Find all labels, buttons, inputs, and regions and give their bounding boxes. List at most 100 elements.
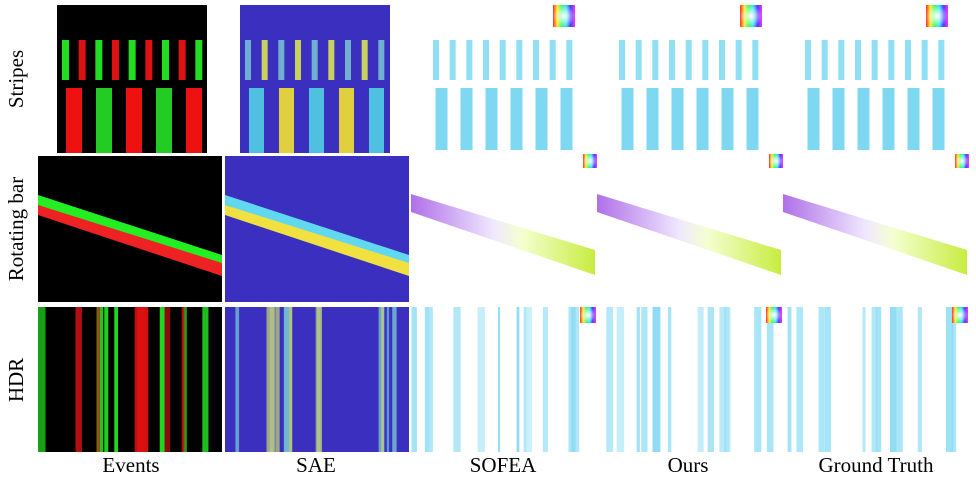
stripe [905,40,911,80]
flow-line [425,307,433,452]
stripe [652,40,658,80]
stripe [328,40,334,80]
column-label: SAE [296,453,336,477]
flow-line [946,307,953,452]
flow-line [617,307,625,452]
stripe [483,40,489,80]
sae-line [275,307,279,452]
stripe [697,88,709,150]
stripe [312,40,318,80]
flow-line [918,307,922,452]
stripe [647,88,659,150]
event-line [164,307,170,452]
stripe [858,88,870,150]
stripe [345,40,351,80]
stripe [702,40,708,80]
stripe [309,88,324,153]
flow-line [796,307,803,452]
flow-line [498,307,500,452]
images [38,5,969,452]
stripe [436,88,448,150]
figure: Stripes Rotating bar HDR Events SAE SOFE… [0,0,976,479]
flow-band [783,194,967,275]
flow-line [876,307,881,452]
stripe [129,40,136,80]
stripe [719,40,725,80]
stripe [736,40,742,80]
flow-line [755,307,760,452]
flow-band [597,194,781,275]
stripe [872,40,878,80]
flow-line [668,307,671,452]
stripe [145,40,152,80]
event-line [114,307,118,452]
flow-line [863,307,866,452]
sae-line [284,307,288,452]
stripe [500,40,506,80]
flow-line [788,307,792,452]
stripe [156,88,172,153]
stripe [888,40,894,80]
stripe [883,88,895,150]
event-line [97,307,100,452]
row-label: HDR [4,358,28,402]
stripe [486,88,498,150]
flow-line [641,307,647,452]
color-wheel-icon [553,5,575,27]
stripe [262,40,268,80]
stripe [186,88,202,153]
image [38,307,222,452]
column-label: Ours [668,453,709,477]
stripe [566,40,572,80]
stripe [433,40,439,80]
flow-line [517,307,520,452]
stripe [686,40,692,80]
flow-line [411,307,417,452]
stripe [461,88,473,150]
stripe [466,40,472,80]
stripe [536,88,548,150]
stripe [79,40,86,80]
stripe [66,88,82,153]
row-label: Stripes [4,50,28,108]
color-wheel-icon [769,154,783,168]
column-label: SOFEA [470,453,537,477]
flow-line [606,307,613,452]
stripe [278,40,284,80]
stripe [672,88,684,150]
sae-line [387,307,389,452]
flow-line [825,307,831,452]
color-wheel-icon [580,307,596,323]
stripe [369,88,384,153]
flow-line [543,307,548,452]
event-line [202,307,208,452]
stripe [808,88,820,150]
sae-line [270,307,276,452]
flow-line [726,307,731,452]
flow-line [767,307,774,452]
stripe [747,88,759,150]
color-wheel-icon [766,307,782,323]
stripe [112,40,119,80]
stripe [179,40,186,80]
stripe [195,40,202,80]
event-line [38,307,46,452]
page: Stripes Rotating bar HDR Events SAE SOFE… [0,0,976,479]
stripe [378,40,384,80]
flow-line [453,307,460,452]
stripe [279,88,294,153]
stripe [922,40,928,80]
color-wheel-icon [952,307,968,323]
stripe [62,40,69,80]
stripe [96,88,112,153]
stripe [805,40,811,80]
event-line [137,307,143,452]
stripe [838,40,844,80]
stripe [249,88,264,153]
stripe [126,88,142,153]
stripe [561,88,573,150]
stripe [619,40,625,80]
stripe [162,40,169,80]
column-label: Events [102,453,159,477]
stripe [669,40,675,80]
